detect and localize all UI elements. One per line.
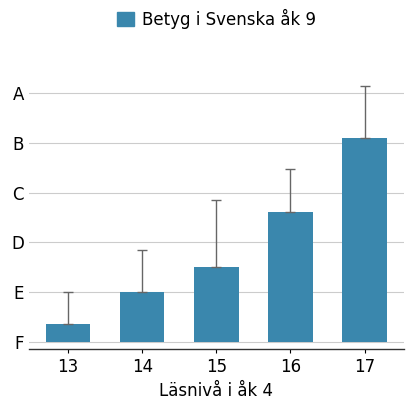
Bar xyxy=(194,267,239,342)
Bar xyxy=(120,292,164,342)
Bar xyxy=(46,324,90,342)
X-axis label: Läsnivå i åk 4: Läsnivå i åk 4 xyxy=(159,382,273,400)
Bar xyxy=(342,138,387,342)
Bar xyxy=(268,212,313,342)
Legend: Betyg i Svenska åk 9: Betyg i Svenska åk 9 xyxy=(117,9,316,29)
